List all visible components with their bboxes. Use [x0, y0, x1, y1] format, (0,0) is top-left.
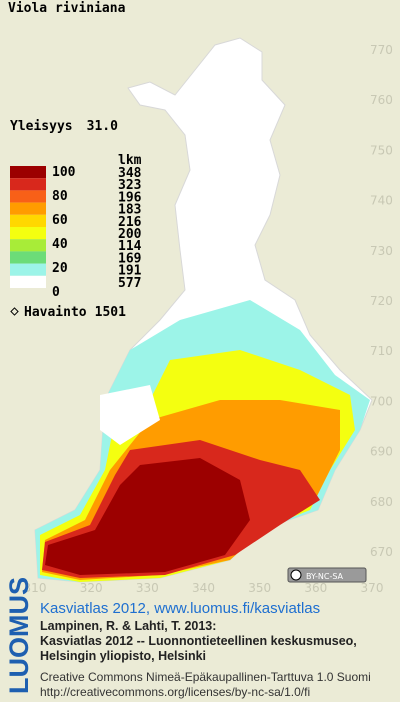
legend-count: 216 [118, 215, 142, 230]
y-grid-label: 690 [370, 445, 393, 459]
observations-legend: Havainto 1501 [10, 305, 126, 320]
x-grid-label: 350 [248, 581, 271, 595]
legend-count: 577 [118, 276, 141, 291]
license-url[interactable]: http://creativecommons.org/licenses/by-n… [40, 685, 310, 699]
y-grid-label: 740 [370, 194, 393, 208]
zone-white-west [100, 385, 160, 445]
badge-box [287, 567, 367, 583]
legend-scale-label: 20 [52, 261, 68, 276]
cc-icon [290, 569, 302, 581]
legend-swatch [10, 275, 46, 288]
legend-scale-label: 40 [52, 237, 68, 252]
credits-area [0, 596, 400, 702]
legend-swatch [10, 202, 46, 215]
license-line: Creative Commons Nimeä-Epäkaupallinen-Ta… [40, 670, 371, 684]
observations-value: 1501 [95, 305, 126, 320]
legend-count: 323 [118, 178, 141, 193]
legend-swatch [10, 239, 46, 252]
citation-line: Lampinen, R. & Lahti, T. 2013: [40, 619, 216, 633]
zone-darkred [45, 458, 250, 575]
y-grid-label: 700 [370, 394, 393, 408]
legend-swatch [10, 166, 46, 179]
legend-count: 196 [118, 190, 142, 205]
legend-swatch [10, 190, 46, 203]
species-title: Viola riviniana [8, 1, 126, 16]
legend-count: 169 [118, 251, 141, 266]
y-grid-label: 720 [370, 294, 393, 308]
map [34, 37, 373, 583]
y-grid-label: 670 [370, 545, 393, 559]
y-grid-label: 750 [370, 143, 393, 157]
logo: LUOMUS [4, 577, 34, 694]
citation-line: Kasviatlas 2012 -- Luonnontieteellinen k… [40, 634, 357, 648]
legend-count: 348 [118, 166, 142, 181]
x-grid-label: 340 [192, 581, 215, 595]
observation-symbol [10, 307, 19, 316]
legend-swatch [10, 227, 46, 240]
y-grid-label: 730 [370, 244, 393, 258]
x-grid-label: 360 [304, 581, 327, 595]
x-grid-label: 370 [361, 581, 384, 595]
legend-swatch [10, 263, 46, 276]
x-grid-label: 310 [24, 581, 47, 595]
legend-scale-label: 100 [52, 165, 76, 180]
observations-label: Havainto [24, 305, 87, 320]
legend-swatch [10, 178, 46, 191]
y-grid-label: 680 [370, 495, 393, 509]
legend-count: 114 [118, 239, 142, 254]
legend-count: 183 [118, 203, 141, 218]
legend-count-header: lkm [118, 153, 142, 168]
y-grid-label: 710 [370, 344, 393, 358]
legend-scale-label: 80 [52, 189, 68, 204]
legend-count: 191 [118, 264, 142, 279]
badge-text: BY-NC-SA [306, 572, 344, 581]
y-grid-label: 760 [370, 93, 393, 107]
license-badge: BY-NC-SA [287, 567, 367, 583]
legend: 3483231961832162001141691915771008060402… [10, 153, 142, 300]
atlas-link[interactable]: Kasviatlas 2012, www.luomus.fi/kasviatla… [40, 600, 320, 617]
legend-count: 200 [118, 227, 142, 242]
y-grid-label: 770 [370, 43, 393, 57]
observations: Havainto 1501 [24, 305, 126, 320]
x-grid-label: 330 [136, 581, 159, 595]
frequency: Yleisyys 31.0 [10, 119, 118, 134]
frequency-label: Yleisyys [10, 119, 73, 134]
x-grid-label: 320 [80, 581, 103, 595]
legend-swatch [10, 214, 46, 227]
legend-scale-label: 0 [52, 285, 60, 300]
legend-swatch [10, 251, 46, 264]
citation-line: Helsingin yliopisto, Helsinki [40, 649, 206, 663]
legend-scale-label: 60 [52, 213, 68, 228]
frequency-value: 31.0 [87, 119, 118, 134]
